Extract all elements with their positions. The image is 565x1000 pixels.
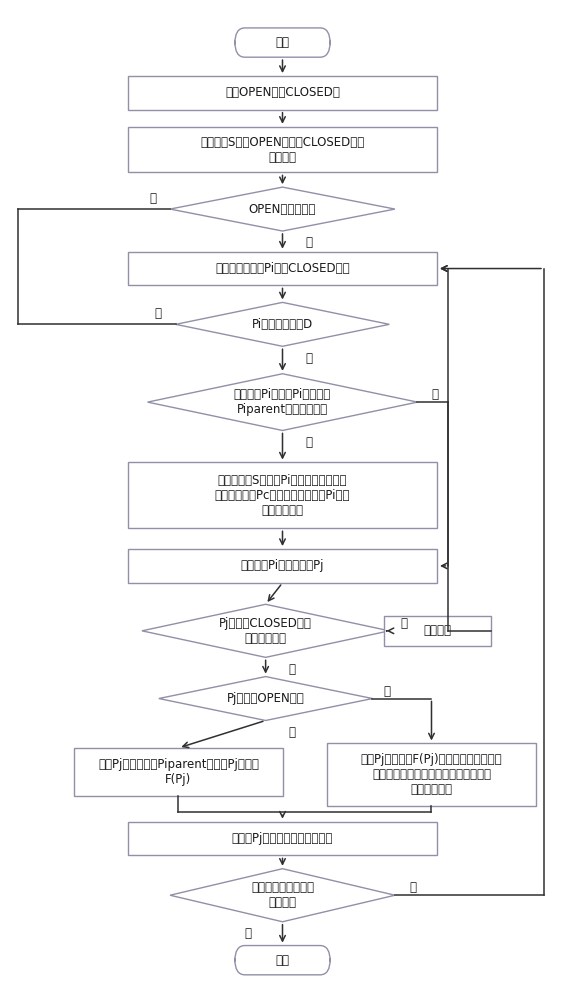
Bar [128, 252, 437, 285]
Text: 比较Pj的适应值F(Pj)原值和新值，若新值
小于原值，更新其父节点和适应值，否
则，保持原值: 比较Pj的适应值F(Pj)原值和新值，若新值 小于原值，更新其父节点和适应值，否… [360, 753, 502, 796]
Text: 是: 是 [245, 927, 251, 940]
Bar [128, 76, 437, 110]
Text: 是: 是 [401, 617, 407, 630]
Text: 结束: 结束 [276, 954, 289, 967]
Text: 扩展节点Pi的八子节点Pj: 扩展节点Pi的八子节点Pj [241, 559, 324, 572]
Bar [75, 748, 282, 796]
Text: 否: 否 [409, 881, 416, 894]
Bar [328, 743, 536, 806]
Text: 设置Pj的父节点为Piparent，计算Pj适应值
F(Pj): 设置Pj的父节点为Piparent，计算Pj适应值 F(Pj) [98, 758, 259, 786]
Bar [128, 822, 437, 855]
Bar [384, 616, 490, 646]
Text: 开始: 开始 [276, 36, 289, 49]
Polygon shape [176, 302, 389, 346]
Polygon shape [159, 677, 372, 720]
Text: 是: 是 [432, 388, 438, 401]
Bar [128, 127, 437, 172]
Text: 定义OPEN表、CLOSED表: 定义OPEN表、CLOSED表 [225, 86, 340, 99]
Text: 忽略该点: 忽略该点 [423, 624, 451, 637]
Text: 区域所有点是否全部
搜索完毕: 区域所有点是否全部 搜索完毕 [251, 881, 314, 909]
Bar [128, 549, 437, 583]
Text: OPEN表是否为空: OPEN表是否为空 [249, 203, 316, 216]
Polygon shape [170, 187, 395, 231]
Text: 否: 否 [288, 726, 295, 739]
Text: 将起始点S放入OPEN表中，CLOSED表初
始化为空: 将起始点S放入OPEN表中，CLOSED表初 始化为空 [201, 136, 364, 164]
Text: Pi点是否是终点D: Pi点是否是终点D [252, 318, 313, 331]
Text: 是: 是 [384, 685, 391, 698]
Text: 是: 是 [149, 192, 156, 205]
Text: 否: 否 [305, 436, 312, 449]
Polygon shape [170, 869, 395, 922]
Polygon shape [147, 374, 418, 430]
Text: 判断节点Pi和节点Pi的父节点
Piparent之间是否可见: 判断节点Pi和节点Pi的父节点 Piparent之间是否可见 [234, 388, 331, 416]
Text: 否: 否 [288, 663, 295, 676]
Text: Pj是否在CLOSED表或
者是障碍物中: Pj是否在CLOSED表或 者是障碍物中 [219, 617, 312, 645]
Text: 是: 是 [155, 307, 162, 320]
Bar [128, 462, 437, 528]
Text: 否: 否 [305, 236, 312, 249]
Text: 对各个Pj的适应值进行升序排序: 对各个Pj的适应值进行升序排序 [232, 832, 333, 845]
Text: Pj是否在OPEN表中: Pj是否在OPEN表中 [227, 692, 305, 705]
Polygon shape [142, 604, 389, 657]
Text: 查找起始点S到节点Pi距离最短的已扩展
过的邻居节点Pc作为父节点，更新Pi的父
节点和适应值: 查找起始点S到节点Pi距离最短的已扩展 过的邻居节点Pc作为父节点，更新Pi的父… [215, 474, 350, 517]
FancyBboxPatch shape [234, 28, 331, 57]
Text: 取表头网格节点Pi放入CLOSED表中: 取表头网格节点Pi放入CLOSED表中 [215, 262, 350, 275]
FancyBboxPatch shape [234, 946, 331, 975]
Text: 否: 否 [305, 352, 312, 365]
